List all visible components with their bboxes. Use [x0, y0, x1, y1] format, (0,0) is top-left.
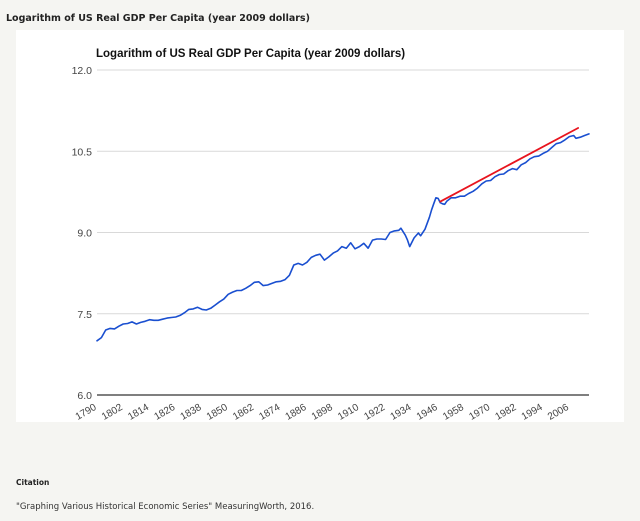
y-tick-label: 9.0: [77, 228, 92, 240]
x-tick-label: 1910: [336, 402, 361, 422]
page-heading: Logarithm of US Real GDP Per Capita (yea…: [6, 13, 310, 24]
x-tick-label: 2006: [546, 402, 571, 422]
gdp-chart: Logarithm of US Real GDP Per Capita (yea…: [72, 48, 590, 422]
x-tick-label: 1970: [467, 402, 492, 422]
y-axis-tick-labels: 6.0 7.5 9.0 10.5 12.0: [72, 65, 93, 402]
x-tick-label: 1922: [362, 402, 387, 422]
x-tick-label: 1934: [389, 402, 414, 422]
x-tick-label: 1958: [441, 402, 466, 422]
trend-series-line: [439, 127, 579, 203]
y-tick-label: 6.0: [77, 390, 92, 402]
x-tick-label: 1874: [257, 402, 282, 422]
x-tick-label: 1850: [205, 402, 230, 422]
grid-lines: [97, 69, 589, 396]
x-tick-label: 1814: [126, 402, 151, 422]
x-tick-label: 1994: [520, 402, 545, 422]
citation-heading: Citation: [16, 478, 50, 487]
y-tick-label: 10.5: [72, 146, 93, 158]
x-tick-label: 1982: [494, 402, 519, 422]
chart-title: Logarithm of US Real GDP Per Capita (yea…: [96, 48, 405, 60]
citation-text: "Graphing Various Historical Economic Se…: [16, 502, 315, 512]
x-tick-label: 1886: [284, 402, 309, 422]
series-lines: [96, 127, 590, 342]
x-tick-label: 1862: [231, 402, 256, 422]
x-tick-label: 1946: [415, 402, 440, 422]
x-tick-label: 1790: [74, 402, 99, 422]
x-tick-label: 1838: [179, 402, 204, 422]
chart-panel: Logarithm of US Real GDP Per Capita (yea…: [16, 30, 624, 422]
gdp-series-line: [96, 133, 590, 342]
x-tick-label: 1898: [310, 402, 335, 422]
x-axis-tick-labels: 1790 1802 1814 1826 1838 1850 1862 1874 1886 1898…: [74, 402, 571, 422]
y-tick-label: 12.0: [72, 65, 93, 77]
x-tick-label: 1826: [152, 402, 177, 422]
x-tick-label: 1802: [100, 402, 125, 422]
y-tick-label: 7.5: [77, 309, 92, 321]
